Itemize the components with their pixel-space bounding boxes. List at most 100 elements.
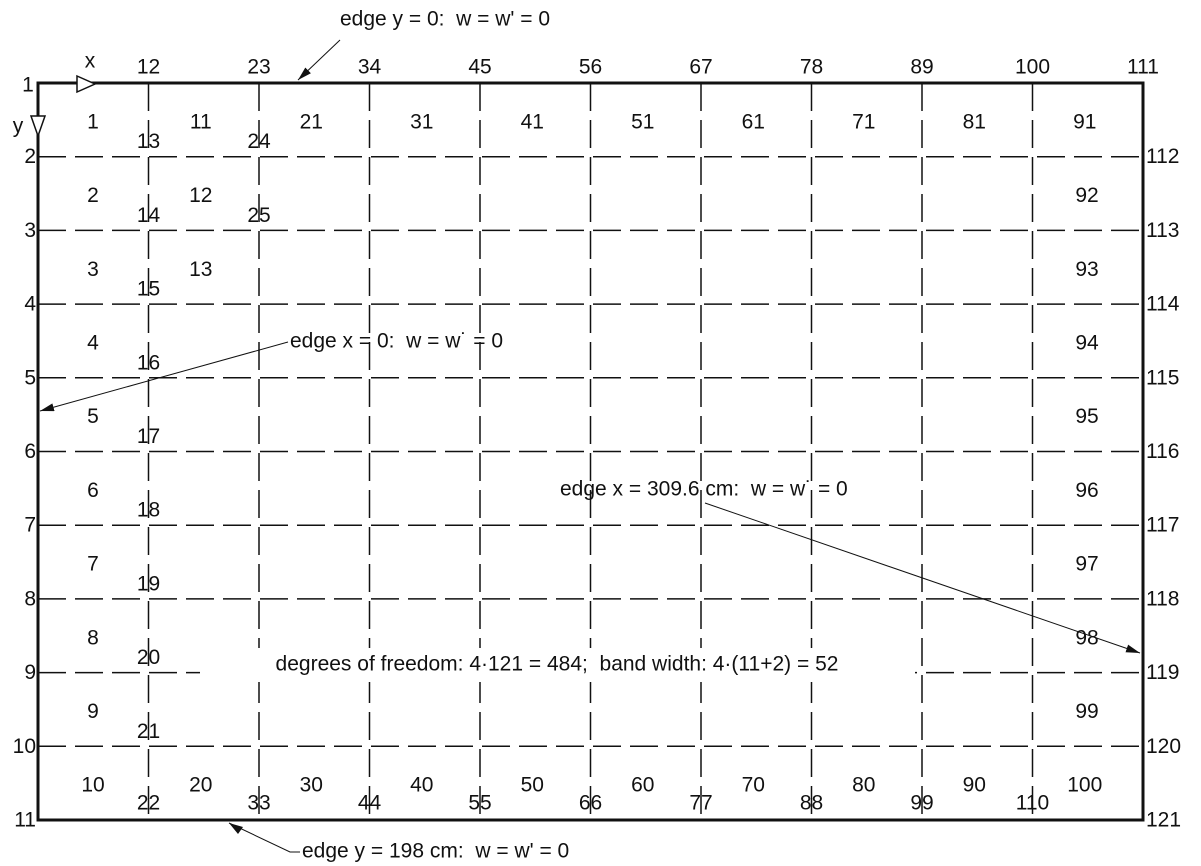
label: 121 xyxy=(1146,809,1181,832)
label: 10 xyxy=(13,735,36,758)
label: 71 xyxy=(852,110,875,133)
plate-outline xyxy=(36,81,1145,822)
label: 10 xyxy=(81,774,104,797)
label: 44 xyxy=(358,792,382,815)
label: 99 xyxy=(910,792,933,815)
label: 9 xyxy=(24,661,36,684)
label: 77 xyxy=(689,792,712,815)
label: 111 xyxy=(1127,56,1159,79)
label: 116 xyxy=(1146,440,1179,463)
label: 31 xyxy=(410,110,433,133)
label: 100 xyxy=(1015,56,1050,79)
label: 9 xyxy=(87,700,99,723)
label: 115 xyxy=(1146,366,1179,389)
label: 15 xyxy=(137,278,160,301)
label: 4 xyxy=(24,293,36,316)
label: 20 xyxy=(189,774,212,797)
label: 12 xyxy=(137,56,160,79)
label: 34 xyxy=(358,56,382,79)
label: 3 xyxy=(24,219,36,242)
label: 50 xyxy=(521,774,544,797)
label: 7 xyxy=(87,553,99,576)
annotation: edge x = 309.6 cm: w = w˙ = 0 xyxy=(560,478,848,501)
label: 90 xyxy=(963,774,986,797)
label: 66 xyxy=(579,792,602,815)
label: 19 xyxy=(137,572,160,595)
label: 95 xyxy=(1075,405,1098,428)
label: 33 xyxy=(247,792,270,815)
arrowhead xyxy=(229,823,243,834)
label: 70 xyxy=(742,774,765,797)
label: 8 xyxy=(24,587,36,610)
label: 1 xyxy=(87,110,99,133)
label: 80 xyxy=(852,774,875,797)
label: 99 xyxy=(1075,700,1098,723)
label: 98 xyxy=(1075,626,1098,649)
label: 91 xyxy=(1073,110,1096,133)
label: 117 xyxy=(1146,514,1179,537)
annotation: edge y = 198 cm: w = w' = 0 xyxy=(302,840,569,863)
label: 1 xyxy=(22,74,34,97)
label: 22 xyxy=(137,792,160,815)
label: 11 xyxy=(190,110,212,133)
label: 56 xyxy=(579,56,602,79)
label: 14 xyxy=(137,204,161,227)
label: 6 xyxy=(87,479,99,502)
x-axis-label: x xyxy=(85,50,96,73)
label: 112 xyxy=(1146,145,1179,168)
label: 2 xyxy=(87,184,99,207)
label: 6 xyxy=(24,440,36,463)
annotation: degrees of freedom: 4·121 = 484; band wi… xyxy=(276,653,839,676)
label: 25 xyxy=(247,204,270,227)
label: 100 xyxy=(1067,774,1102,797)
label: 20 xyxy=(137,646,160,669)
label: 120 xyxy=(1146,735,1181,758)
label: 114 xyxy=(1146,293,1180,316)
label: 92 xyxy=(1075,184,1098,207)
label: 94 xyxy=(1075,331,1099,354)
arrow xyxy=(39,341,289,412)
label: 21 xyxy=(300,110,323,133)
label: 21 xyxy=(137,720,160,743)
label: 89 xyxy=(910,56,933,79)
annotation: edge x = 0: w = w˙ = 0 xyxy=(290,330,503,353)
label: 81 xyxy=(963,110,986,133)
label: 118 xyxy=(1146,587,1179,610)
label: 40 xyxy=(410,774,433,797)
x-axis-arrow xyxy=(76,74,97,94)
label: 2 xyxy=(24,145,36,168)
label: 113 xyxy=(1146,219,1179,242)
label: 93 xyxy=(1075,258,1098,281)
mesh-grid xyxy=(38,83,1143,820)
label: 119 xyxy=(1146,661,1179,684)
label: 23 xyxy=(247,56,270,79)
leader-line xyxy=(228,822,300,853)
label: 88 xyxy=(800,792,823,815)
y-axis-arrow xyxy=(29,115,47,139)
label: 18 xyxy=(137,499,160,522)
label: 8 xyxy=(87,626,99,649)
label: 110 xyxy=(1016,792,1049,815)
label-backdrop xyxy=(200,648,915,682)
y-axis-label: y xyxy=(13,115,24,138)
annotation: edge y = 0: w = w' = 0 xyxy=(340,8,550,31)
label: 61 xyxy=(742,110,765,133)
arrow xyxy=(297,39,341,81)
label: 45 xyxy=(468,56,491,79)
label: 51 xyxy=(631,110,654,133)
label: 13 xyxy=(137,130,160,153)
label: 60 xyxy=(631,774,654,797)
label: 3 xyxy=(87,258,99,281)
arrow xyxy=(704,502,1141,654)
label: 17 xyxy=(137,425,160,448)
label: 11 xyxy=(14,809,36,832)
label: 55 xyxy=(468,792,491,815)
label: 67 xyxy=(689,56,712,79)
label: 7 xyxy=(24,514,36,537)
label: 13 xyxy=(189,258,212,281)
label: 78 xyxy=(800,56,823,79)
label: 41 xyxy=(521,110,544,133)
label: 5 xyxy=(24,366,36,389)
label: 30 xyxy=(300,774,323,797)
